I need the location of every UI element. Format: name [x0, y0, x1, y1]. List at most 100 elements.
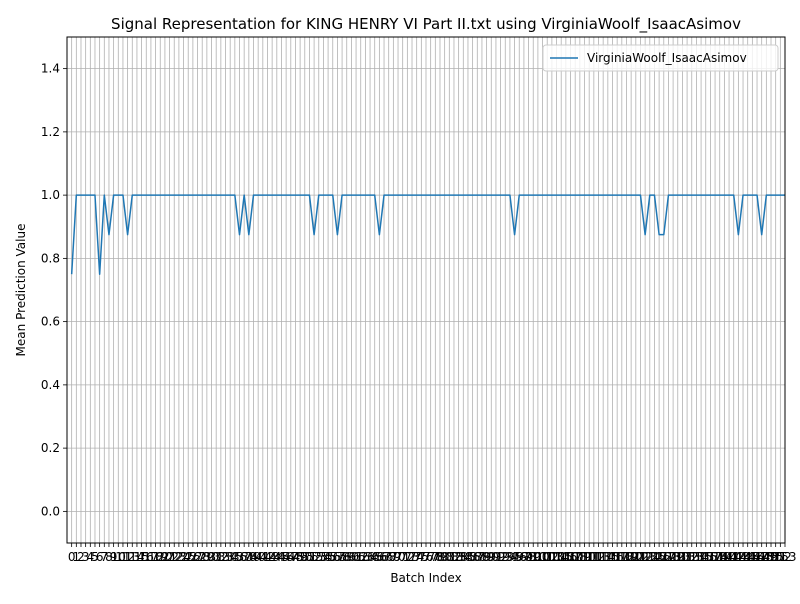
x-tick-label: 152	[769, 550, 792, 564]
x-tick-label: 8	[105, 550, 113, 564]
y-tick-label: 0.0	[41, 504, 60, 518]
legend: VirginiaWoolf_IsaacAsimov	[542, 44, 779, 72]
x-tick-label: 43	[265, 550, 280, 564]
x-tick-label: 28	[195, 550, 210, 564]
x-tick-label: 57	[330, 550, 345, 564]
x-tick-label: 89	[479, 550, 494, 564]
x-tick-label: 59	[339, 550, 354, 564]
x-tick-label: 137	[699, 550, 722, 564]
x-tick-label: 52	[306, 550, 321, 564]
x-tick-label: 139	[708, 550, 731, 564]
x-tick-label: 31	[209, 550, 224, 564]
x-tick-label: 11	[115, 550, 130, 564]
x-tick-label: 136	[694, 550, 717, 564]
x-tick-label: 112	[582, 550, 605, 564]
y-tick-label: 1.4	[41, 62, 60, 76]
x-tick-label: 78	[428, 550, 443, 564]
x-tick-label: 140	[713, 550, 736, 564]
x-tick-label: 101	[531, 550, 554, 564]
x-tick-label: 68	[381, 550, 396, 564]
x-tick-label: 15	[134, 550, 149, 564]
x-tick-label: 0	[68, 550, 76, 564]
x-tick-label: 80	[437, 550, 452, 564]
x-tick-label: 81	[442, 550, 457, 564]
y-tick-label: 0.4	[41, 378, 60, 392]
x-tick-label: 36	[232, 550, 247, 564]
x-tick-label: 54	[316, 550, 331, 564]
x-tick-layer: 0123456789101112131415161718192021222324…	[68, 543, 797, 564]
y-tick-label: 0.6	[41, 315, 60, 329]
x-tick-label: 95	[507, 550, 522, 564]
y-tick-label: 1.2	[41, 125, 60, 139]
x-tick-label: 86	[465, 550, 480, 564]
x-tick-label: 121	[624, 550, 647, 564]
x-tick-label: 22	[167, 550, 182, 564]
x-tick-label: 122	[629, 550, 652, 564]
x-tick-label: 115	[596, 550, 619, 564]
x-tick-label: 19	[153, 550, 168, 564]
x-tick-label: 64	[362, 550, 377, 564]
x-tick-label: 103	[540, 550, 563, 564]
x-tick-label: 149	[755, 550, 778, 564]
y-tick-label: 0.2	[41, 441, 60, 455]
x-tick-label: 92	[493, 550, 508, 564]
x-tick-label: 55	[320, 550, 335, 564]
x-tick-label: 1	[73, 550, 81, 564]
x-tick-label: 88	[474, 550, 489, 564]
legend-frame	[542, 44, 779, 72]
x-tick-label: 144	[732, 550, 755, 564]
y-axis-label: Mean Prediction Value	[14, 224, 28, 357]
y-tick-label: 0.8	[41, 251, 60, 265]
grid-layer	[67, 37, 786, 543]
x-tick-label: 66	[372, 550, 387, 564]
x-tick-label: 109	[568, 550, 591, 564]
x-tick-label: 65	[367, 550, 382, 564]
x-tick-label: 91	[488, 550, 503, 564]
x-tick-label: 93	[498, 550, 513, 564]
x-tick-label: 131	[671, 550, 694, 564]
x-tick-label: 41	[255, 550, 270, 564]
x-tick-label: 51	[302, 550, 317, 564]
x-tick-label: 26	[185, 550, 200, 564]
x-tick-label: 123	[634, 550, 657, 564]
x-tick-label: 104	[545, 550, 568, 564]
x-tick-label: 48	[288, 550, 303, 564]
x-tick-label: 29	[199, 550, 214, 564]
x-tick-label: 12	[120, 550, 135, 564]
x-tick-label: 50	[297, 550, 312, 564]
x-tick-label: 46	[278, 550, 293, 564]
x-tick-label: 133	[680, 550, 703, 564]
x-tick-label: 18	[148, 550, 163, 564]
x-tick-label: 99	[526, 550, 541, 564]
x-tick-label: 40	[251, 550, 266, 564]
x-tick-label: 32	[213, 550, 228, 564]
x-tick-label: 94	[502, 550, 517, 564]
x-tick-label: 134	[685, 550, 708, 564]
x-tick-label: 129	[662, 550, 685, 564]
x-tick-label: 34	[223, 550, 238, 564]
x-tick-label: 30	[204, 550, 219, 564]
x-tick-label: 138	[704, 550, 727, 564]
x-tick-label: 98	[521, 550, 536, 564]
x-tick-label: 125	[643, 550, 666, 564]
x-tick-label: 153	[774, 550, 797, 564]
x-tick-label: 79	[432, 550, 447, 564]
x-tick-label: 130	[666, 550, 689, 564]
x-tick-label: 113	[587, 550, 610, 564]
x-tick-label: 2	[77, 550, 85, 564]
x-tick-label: 107	[559, 550, 582, 564]
x-tick-label: 9	[110, 550, 118, 564]
x-tick-label: 44	[269, 550, 284, 564]
x-tick-label: 71	[395, 550, 410, 564]
chart-title: Signal Representation for KING HENRY VI …	[111, 15, 741, 34]
y-tick-label: 1.0	[41, 188, 60, 202]
x-tick-label: 69	[386, 550, 401, 564]
x-tick-label: 145	[736, 550, 759, 564]
x-tick-label: 75	[414, 550, 429, 564]
x-tick-label: 142	[722, 550, 745, 564]
x-tick-label: 49	[292, 550, 307, 564]
x-tick-label: 135	[690, 550, 713, 564]
x-tick-label: 127	[652, 550, 675, 564]
